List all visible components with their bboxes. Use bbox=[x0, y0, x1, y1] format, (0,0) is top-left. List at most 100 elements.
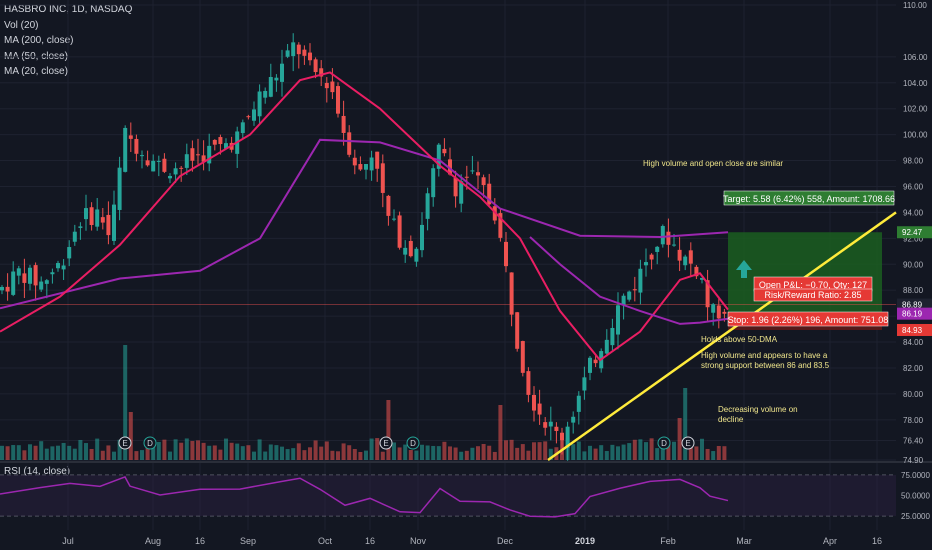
volume-bar bbox=[95, 438, 100, 460]
volume-bar bbox=[392, 442, 396, 460]
volume-bar bbox=[638, 439, 643, 460]
candle-body bbox=[621, 295, 626, 306]
legend-ma50[interactable]: MA (50, close) bbox=[4, 50, 68, 62]
volume-bar bbox=[72, 448, 77, 460]
volume-bar bbox=[184, 438, 189, 460]
candle-body bbox=[498, 213, 503, 238]
candle-body bbox=[459, 181, 464, 204]
candle-body bbox=[392, 218, 396, 220]
candle-body bbox=[560, 432, 564, 441]
volume-bar bbox=[257, 439, 262, 460]
candle-body bbox=[655, 246, 660, 252]
moving-averages bbox=[0, 71, 729, 362]
candle-body bbox=[408, 240, 413, 257]
volume-bar bbox=[268, 444, 273, 460]
candle-body bbox=[677, 249, 682, 261]
volume-bar bbox=[509, 439, 514, 460]
candle-body bbox=[453, 177, 458, 197]
volume-bar bbox=[274, 445, 279, 460]
annotation-support-2: strong support between 86 and 83.5 bbox=[701, 361, 830, 370]
candle-body bbox=[156, 160, 161, 162]
candle-body bbox=[347, 132, 352, 155]
volume-bar bbox=[106, 445, 111, 460]
volume-bar bbox=[492, 451, 497, 460]
volume-bar bbox=[145, 446, 150, 460]
volume-bar bbox=[84, 443, 88, 460]
volume-bar bbox=[16, 445, 21, 460]
candle-body bbox=[666, 231, 671, 245]
event-label: D bbox=[410, 439, 416, 448]
candle-body bbox=[33, 265, 38, 286]
time-tick: Feb bbox=[660, 536, 676, 546]
candle-body bbox=[358, 164, 363, 170]
volume-bar bbox=[683, 388, 688, 460]
candle-body bbox=[644, 262, 648, 266]
event-circle bbox=[379, 436, 393, 450]
volume-bar bbox=[700, 438, 704, 460]
target-zone bbox=[728, 232, 882, 314]
volume-bar bbox=[649, 438, 654, 460]
candle-body bbox=[375, 151, 380, 169]
candle-body bbox=[168, 175, 172, 179]
volume-bar bbox=[61, 442, 66, 460]
candle-body bbox=[632, 289, 637, 291]
candle-body bbox=[515, 312, 520, 349]
risk-reward-label: Risk/Reward Ratio: 2.85 bbox=[764, 290, 861, 300]
volume-bar bbox=[156, 441, 161, 460]
candle-body bbox=[403, 247, 408, 255]
volume-bar bbox=[621, 444, 626, 460]
volume-bar bbox=[548, 448, 553, 460]
volume-bar bbox=[50, 446, 55, 460]
volume-bar bbox=[520, 444, 525, 460]
legend-vol[interactable]: Vol (20) bbox=[4, 19, 39, 31]
legend-ma200[interactable]: MA (200, close) bbox=[4, 35, 74, 46]
volume-bar bbox=[672, 441, 676, 460]
volume-bar bbox=[0, 445, 4, 460]
candle-body bbox=[95, 209, 100, 227]
candle-body bbox=[341, 115, 346, 133]
price-tick: 98.00 bbox=[903, 157, 924, 166]
event-marker: D bbox=[406, 436, 420, 450]
candle-body bbox=[380, 163, 385, 193]
candle-body bbox=[67, 247, 72, 259]
volume-bar bbox=[308, 447, 312, 460]
annotation-holds: Holds above 50-DMA bbox=[701, 335, 778, 344]
volume-bar bbox=[162, 439, 167, 460]
volume-bar bbox=[677, 418, 682, 460]
volume-bar bbox=[369, 438, 374, 460]
candle-body bbox=[716, 305, 721, 319]
volume-bar bbox=[397, 447, 402, 460]
candle-body bbox=[285, 50, 290, 57]
event-circle bbox=[406, 436, 420, 450]
volume-bar bbox=[543, 441, 548, 460]
rsi-tick: 75.0000 bbox=[901, 471, 930, 480]
candle-body bbox=[537, 403, 542, 415]
volume-bar bbox=[123, 345, 128, 460]
candle-body bbox=[638, 268, 643, 293]
candle-body bbox=[145, 160, 150, 166]
volume-bar bbox=[459, 451, 464, 460]
candle-body bbox=[481, 177, 486, 186]
volume-bar bbox=[705, 448, 710, 460]
volume-bar bbox=[39, 441, 44, 460]
legend-ma20[interactable]: MA (20, close) bbox=[4, 66, 68, 77]
support-trendline bbox=[547, 211, 897, 462]
candle-body bbox=[604, 339, 609, 354]
volume-bar bbox=[44, 448, 49, 460]
volume-bar bbox=[179, 442, 184, 460]
candle-body bbox=[487, 183, 492, 205]
volume-bar bbox=[285, 449, 290, 460]
candle-body bbox=[78, 226, 83, 228]
candle-body bbox=[112, 204, 116, 241]
candle-body bbox=[123, 127, 128, 172]
volume-bar bbox=[487, 445, 492, 460]
candle-body bbox=[688, 250, 693, 264]
volume-bar bbox=[515, 447, 520, 460]
volume-bar bbox=[212, 445, 217, 460]
volume-bar bbox=[246, 445, 251, 460]
candle-body bbox=[252, 109, 256, 121]
rsi-legend[interactable]: RSI (14, close) bbox=[4, 466, 71, 477]
volume-bar bbox=[375, 438, 380, 460]
candle-body bbox=[151, 160, 156, 172]
